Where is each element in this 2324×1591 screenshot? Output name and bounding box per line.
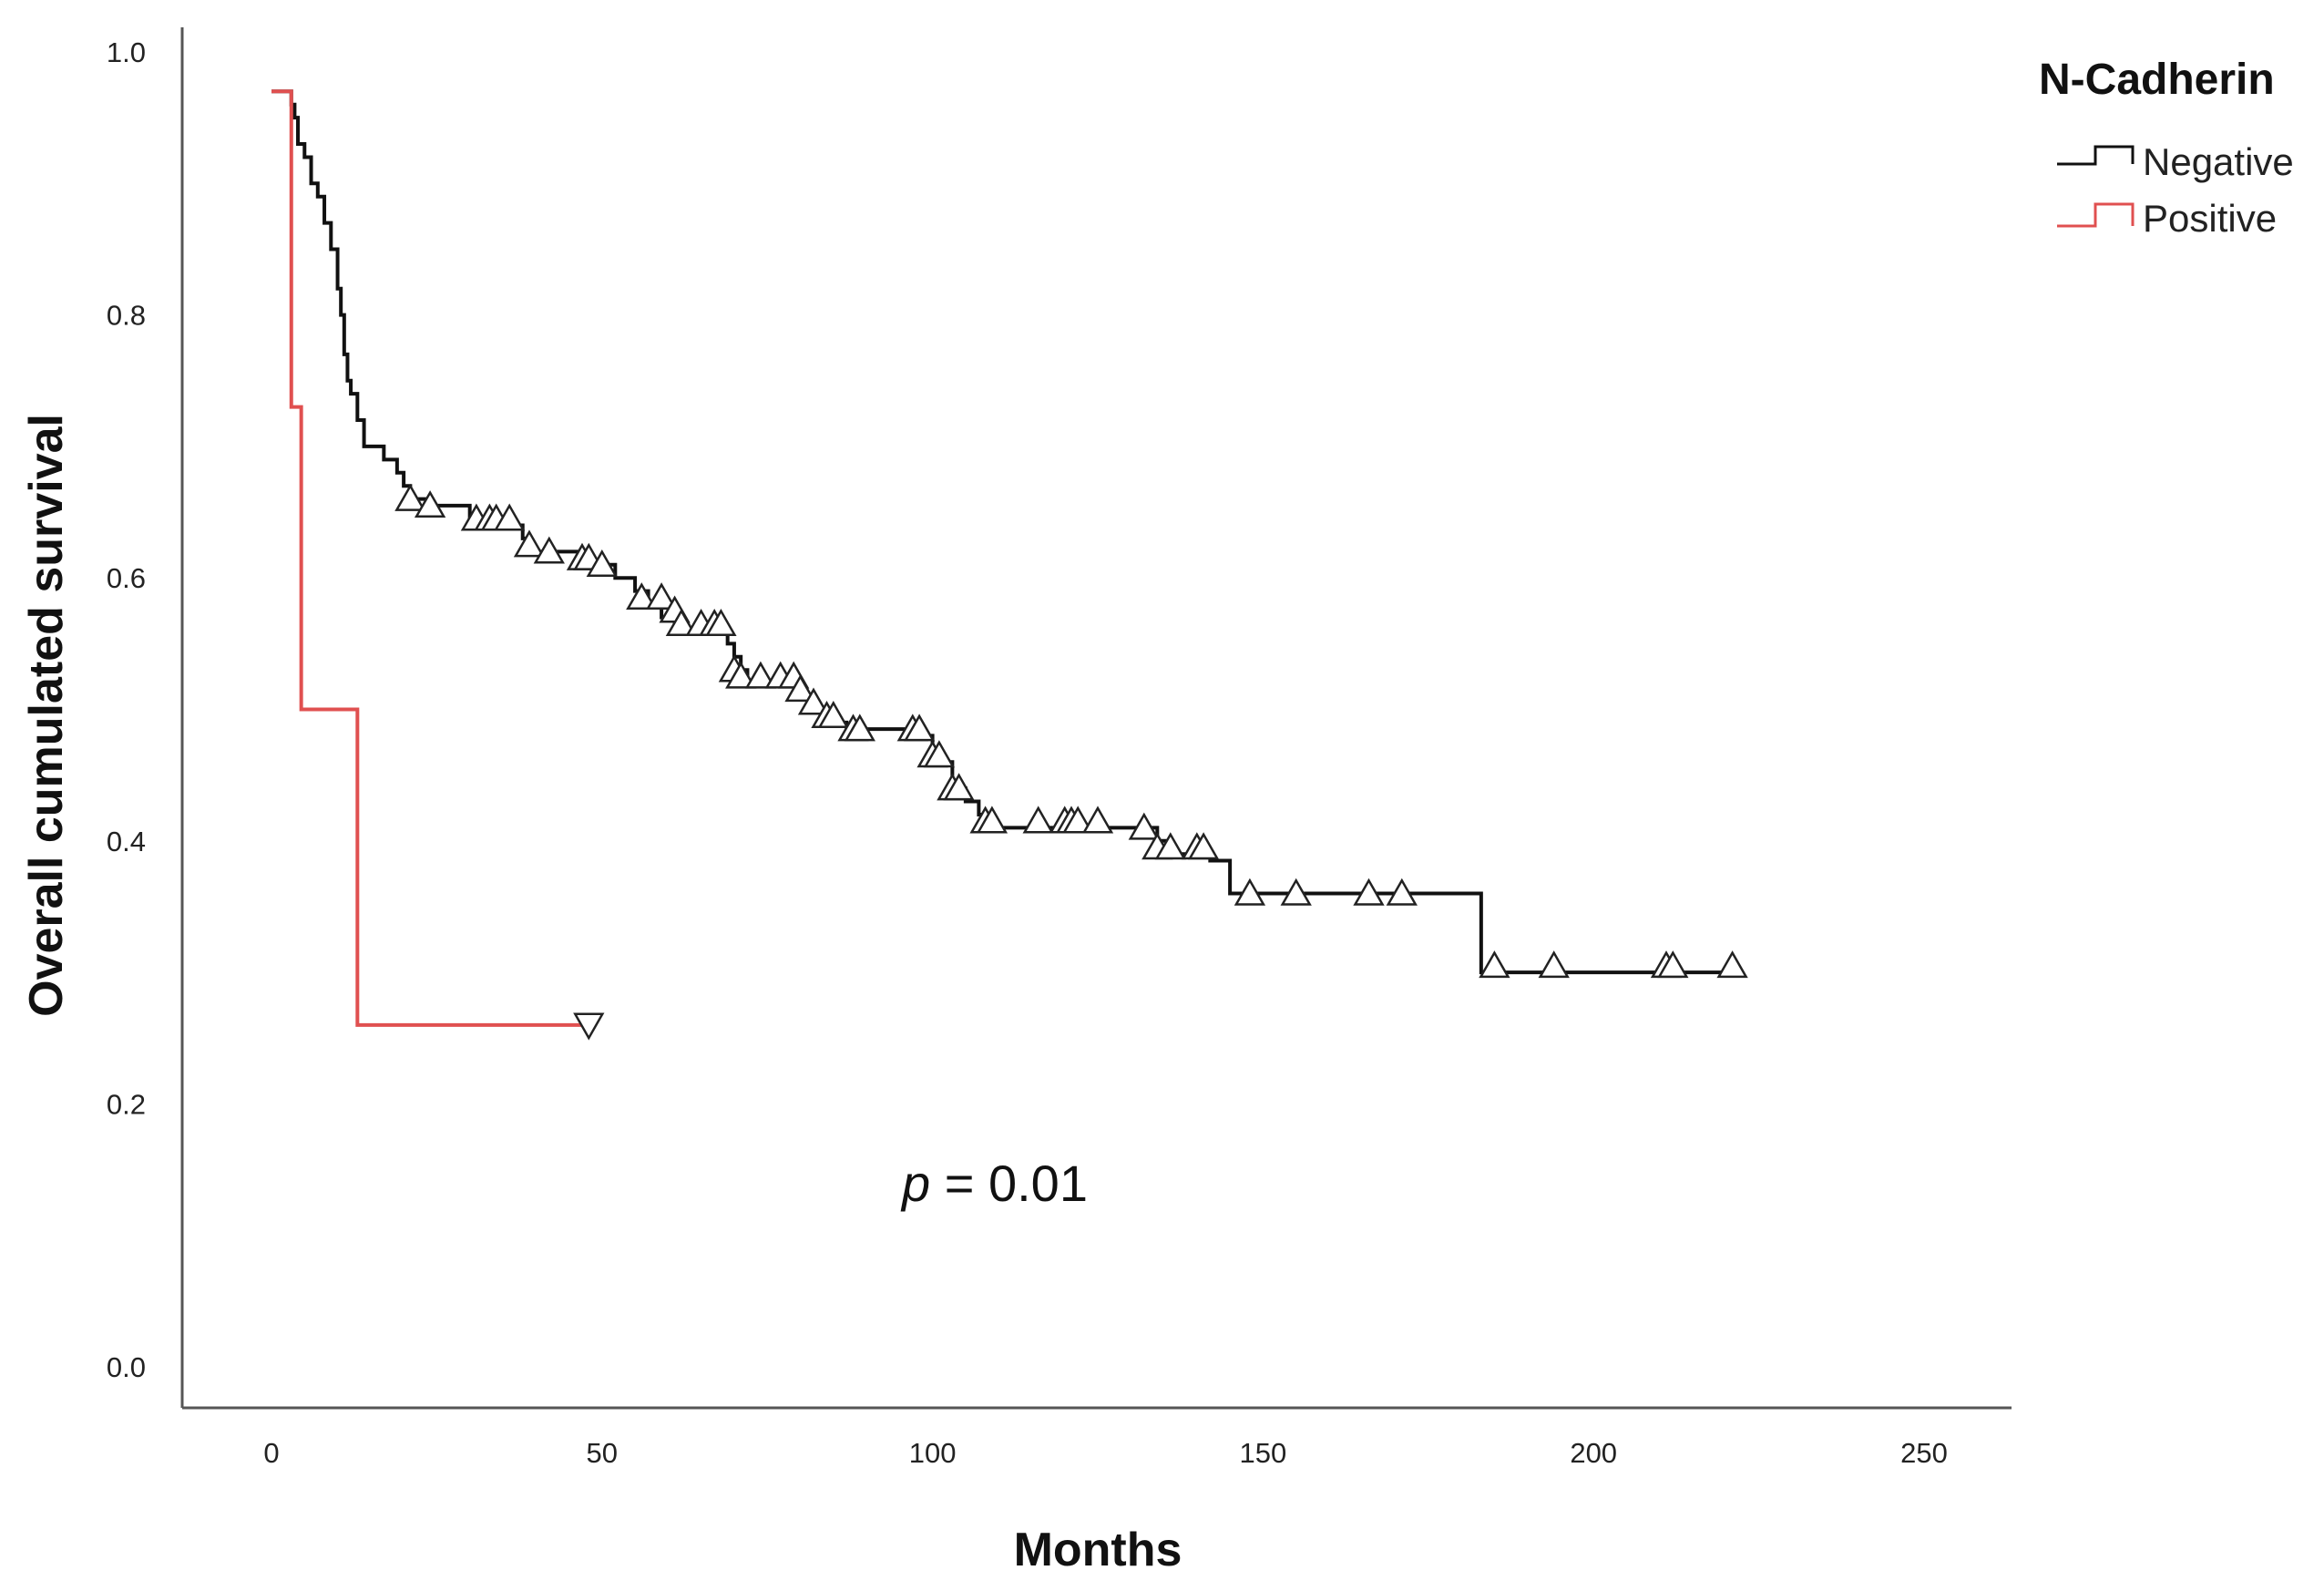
censor-mark-negative bbox=[1154, 832, 1186, 860]
x-tick-labels: 0 50 100 150 200 250 bbox=[263, 1437, 1947, 1469]
censor-mark-negative bbox=[1187, 832, 1220, 860]
censor-mark-negative bbox=[586, 549, 618, 578]
y-tick-label: 0.0 bbox=[107, 1351, 146, 1383]
series-layer bbox=[271, 89, 1748, 1041]
censor-mark-negative bbox=[844, 713, 875, 742]
censor-mark-negative bbox=[784, 674, 816, 703]
legend: N-Cadherin Negative Positive bbox=[2039, 56, 2294, 240]
censor-mark-negative bbox=[923, 740, 956, 768]
legend-swatch-positive bbox=[2057, 202, 2135, 228]
censor-mark-negative bbox=[976, 806, 1008, 834]
censor-mark-negative bbox=[414, 490, 446, 518]
censor-mark-negative bbox=[1353, 878, 1385, 906]
censor-mark-negative bbox=[817, 700, 849, 728]
censor-mark-negative bbox=[1081, 806, 1114, 834]
y-axis-title: Overall cumulated survival bbox=[20, 414, 73, 1017]
censor-mark-negative bbox=[494, 503, 526, 531]
x-tick-label: 0 bbox=[263, 1437, 279, 1469]
censor-mark-negative bbox=[394, 483, 426, 511]
x-axis-title: Months bbox=[1014, 1524, 1182, 1576]
y-tick-label: 0.8 bbox=[107, 300, 146, 332]
censor-mark-negative bbox=[1234, 878, 1266, 906]
legend-label-positive: Positive bbox=[2143, 197, 2277, 240]
y-tick-labels: 0.0 0.2 0.4 0.6 0.8 1.0 bbox=[107, 36, 146, 1383]
censor-mark-negative bbox=[1280, 878, 1312, 906]
x-tick-label: 250 bbox=[1900, 1437, 1948, 1469]
legend-label-negative: Negative bbox=[2143, 140, 2294, 183]
censor-mark-negative bbox=[903, 713, 936, 742]
p-value-italic: p bbox=[900, 1155, 930, 1212]
censor-mark-negative bbox=[725, 661, 757, 689]
censor-mark-negative bbox=[744, 661, 777, 689]
censor-mark-negative bbox=[1062, 806, 1094, 834]
censor-mark-negative bbox=[513, 529, 546, 558]
censor-mark-negative bbox=[1386, 878, 1418, 906]
survival-curve-negative bbox=[271, 89, 1739, 975]
censor-mark-negative bbox=[665, 608, 698, 636]
legend-swatch-negative bbox=[2057, 145, 2135, 166]
censor-mark-negative bbox=[705, 608, 737, 636]
y-tick-label: 0.2 bbox=[107, 1088, 146, 1120]
censor-mark-negative bbox=[1479, 950, 1510, 979]
censor-mark-negative bbox=[1538, 950, 1570, 979]
x-tick-label: 100 bbox=[909, 1437, 957, 1469]
censor-mark-negative bbox=[1022, 806, 1054, 834]
censor-mark-negative bbox=[797, 687, 830, 715]
y-tick-label: 0.4 bbox=[107, 826, 146, 857]
x-tick-label: 200 bbox=[1570, 1437, 1617, 1469]
x-tick-label: 50 bbox=[587, 1437, 618, 1469]
x-tick-label: 150 bbox=[1240, 1437, 1287, 1469]
censor-mark-negative bbox=[943, 773, 975, 801]
censor-mark-negative bbox=[533, 536, 565, 564]
survival-curve-positive bbox=[271, 89, 589, 1027]
censor-mark-negative bbox=[645, 582, 678, 611]
legend-title: N-Cadherin bbox=[2039, 56, 2275, 104]
censor-mark-negative bbox=[1657, 950, 1689, 979]
y-tick-label: 0.6 bbox=[107, 562, 146, 594]
censor-mark-negative bbox=[1128, 812, 1160, 840]
censor-mark-negative bbox=[626, 582, 658, 611]
p-value-text: = 0.01 bbox=[930, 1155, 1088, 1212]
censor-mark-positive bbox=[573, 1012, 605, 1041]
p-value-annotation: p = 0.01 bbox=[900, 1155, 1088, 1212]
y-tick-label: 1.0 bbox=[107, 36, 146, 68]
censor-mark-negative bbox=[1716, 950, 1748, 979]
